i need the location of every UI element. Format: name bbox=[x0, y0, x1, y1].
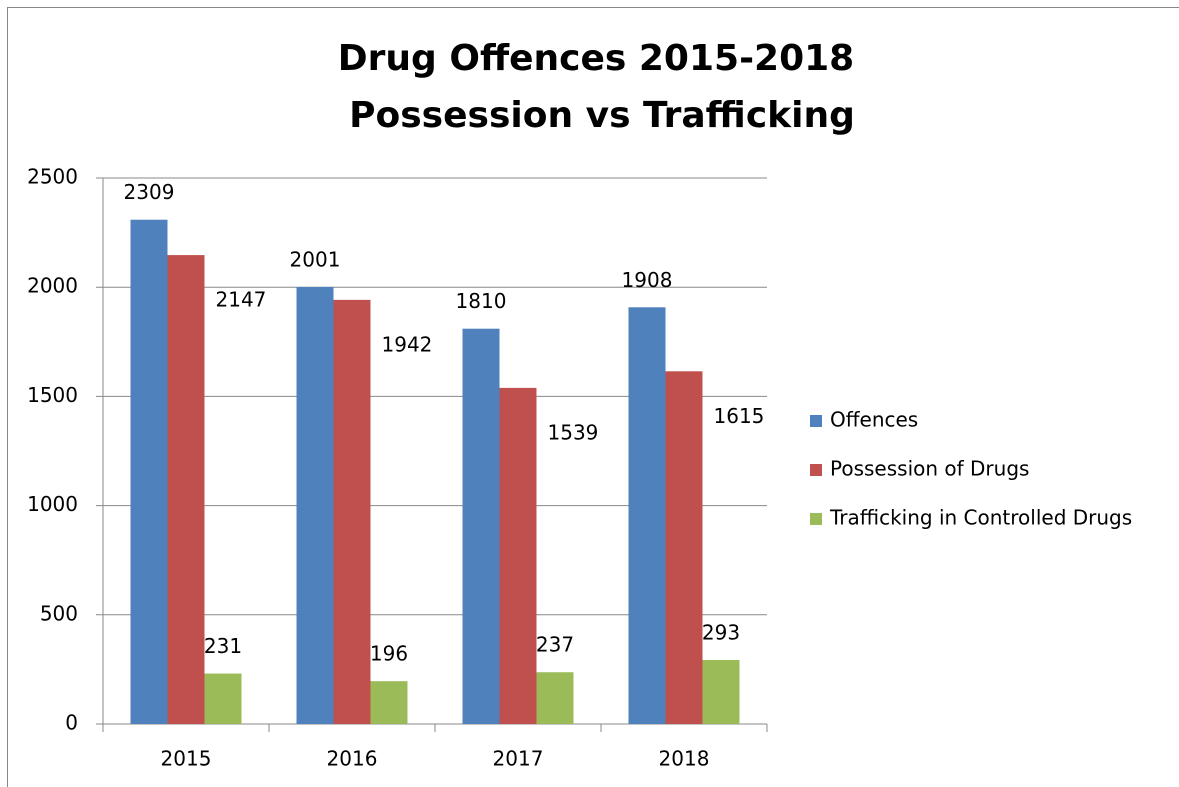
legend-swatch bbox=[810, 415, 822, 427]
data-label: 2001 bbox=[290, 247, 341, 271]
bar bbox=[536, 672, 574, 724]
data-label: 1942 bbox=[382, 332, 433, 356]
chart-frame bbox=[7, 7, 1179, 787]
data-label: 237 bbox=[536, 633, 574, 657]
bar bbox=[296, 286, 334, 724]
data-label: 1810 bbox=[456, 289, 507, 313]
chart-title: Drug Offences 2015-2018 bbox=[338, 38, 854, 79]
x-tick-label: 2017 bbox=[493, 747, 544, 771]
x-tick-label: 2018 bbox=[659, 747, 710, 771]
bar bbox=[204, 673, 242, 724]
bar bbox=[702, 660, 740, 724]
legend-label: Trafficking in Controlled Drugs bbox=[829, 506, 1132, 530]
x-tick-label: 2015 bbox=[161, 747, 212, 771]
bar bbox=[130, 219, 168, 724]
bar bbox=[333, 299, 371, 724]
legend-label: Offences bbox=[830, 408, 918, 432]
legend-swatch bbox=[810, 513, 822, 525]
x-tick-label: 2016 bbox=[327, 747, 378, 771]
bar bbox=[167, 255, 205, 724]
data-label: 1615 bbox=[714, 404, 765, 428]
data-label: 2309 bbox=[124, 180, 175, 204]
y-tick-label: 1500 bbox=[27, 383, 78, 407]
y-tick-label: 2500 bbox=[27, 165, 78, 189]
bar bbox=[462, 328, 500, 724]
data-label: 1908 bbox=[622, 268, 673, 292]
bar bbox=[628, 307, 666, 724]
y-tick-label: 500 bbox=[40, 601, 78, 625]
data-label: 2147 bbox=[216, 288, 267, 312]
bar bbox=[499, 387, 537, 724]
data-label: 293 bbox=[702, 621, 740, 645]
y-tick-label: 1000 bbox=[27, 492, 78, 516]
y-tick-label: 2000 bbox=[27, 274, 78, 298]
y-tick-label: 0 bbox=[65, 711, 78, 735]
legend-swatch bbox=[810, 464, 822, 476]
bar bbox=[665, 371, 703, 724]
data-label: 1539 bbox=[548, 420, 599, 444]
legend-label: Possession of Drugs bbox=[830, 457, 1029, 481]
data-label: 196 bbox=[370, 642, 408, 666]
chart-title: Possession vs Trafficking bbox=[349, 95, 855, 136]
bar bbox=[370, 681, 408, 724]
data-label: 231 bbox=[204, 634, 242, 658]
